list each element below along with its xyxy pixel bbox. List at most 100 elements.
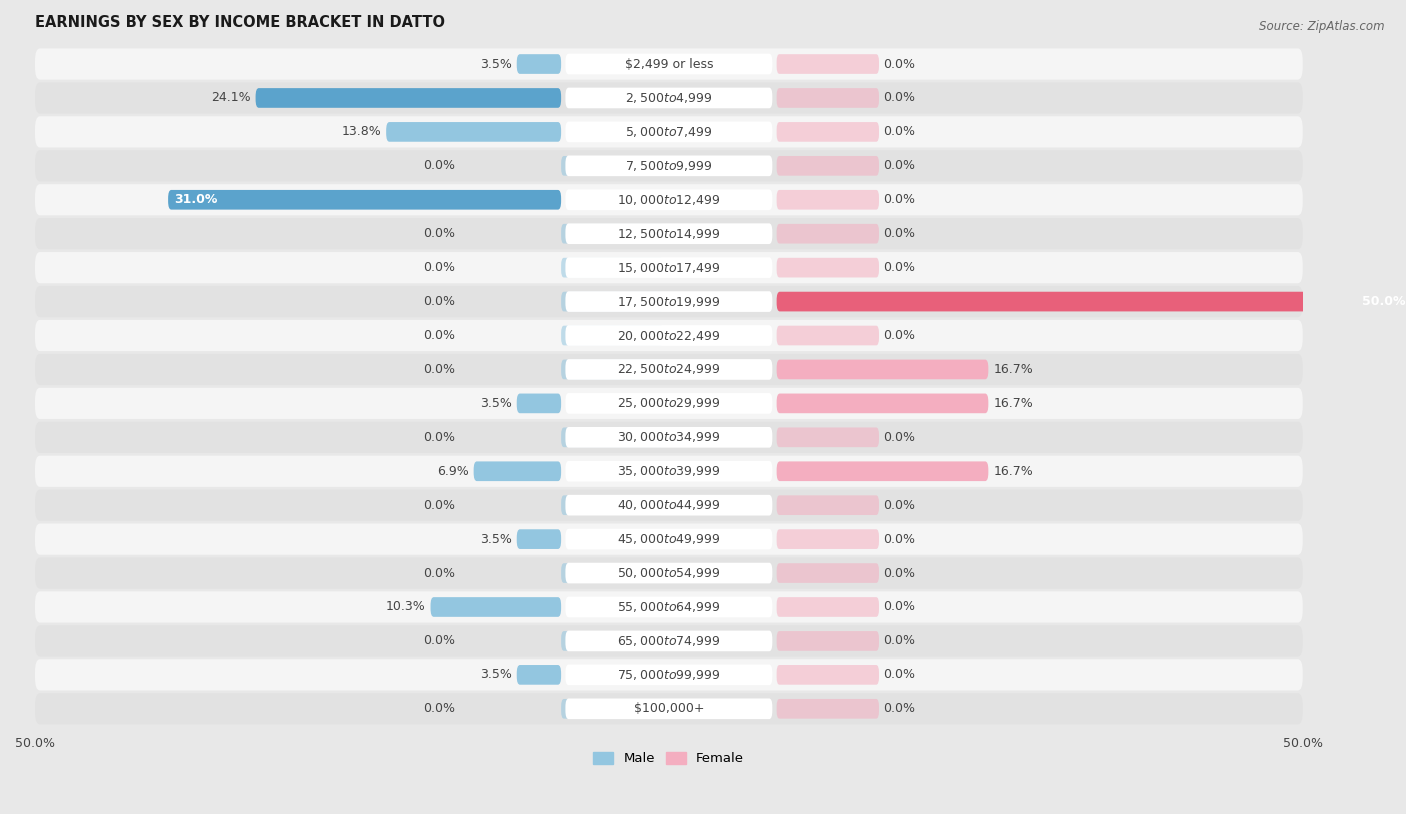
FancyBboxPatch shape (561, 631, 664, 650)
Text: $25,000 to $29,999: $25,000 to $29,999 (617, 396, 720, 410)
FancyBboxPatch shape (565, 88, 772, 108)
FancyBboxPatch shape (35, 659, 1303, 690)
Text: 0.0%: 0.0% (423, 227, 456, 240)
FancyBboxPatch shape (565, 461, 772, 482)
Text: 24.1%: 24.1% (211, 91, 250, 104)
FancyBboxPatch shape (169, 190, 561, 210)
FancyBboxPatch shape (561, 496, 664, 515)
FancyBboxPatch shape (561, 291, 664, 312)
Text: $22,500 to $24,999: $22,500 to $24,999 (617, 362, 721, 376)
FancyBboxPatch shape (776, 699, 879, 719)
FancyBboxPatch shape (35, 184, 1303, 216)
FancyBboxPatch shape (776, 597, 879, 617)
Text: 0.0%: 0.0% (883, 261, 915, 274)
Text: 31.0%: 31.0% (174, 193, 218, 206)
Text: 0.0%: 0.0% (883, 125, 915, 138)
FancyBboxPatch shape (35, 252, 1303, 283)
FancyBboxPatch shape (517, 665, 561, 685)
FancyBboxPatch shape (565, 597, 772, 617)
Text: $45,000 to $49,999: $45,000 to $49,999 (617, 532, 721, 546)
Text: 0.0%: 0.0% (883, 431, 915, 444)
FancyBboxPatch shape (35, 558, 1303, 589)
FancyBboxPatch shape (561, 156, 664, 176)
Text: $15,000 to $17,499: $15,000 to $17,499 (617, 260, 721, 274)
FancyBboxPatch shape (565, 562, 772, 584)
FancyBboxPatch shape (561, 258, 664, 278)
Text: 0.0%: 0.0% (883, 91, 915, 104)
FancyBboxPatch shape (565, 190, 772, 210)
Text: 0.0%: 0.0% (883, 668, 915, 681)
Text: 0.0%: 0.0% (423, 160, 456, 173)
Text: 16.7%: 16.7% (994, 363, 1033, 376)
FancyBboxPatch shape (776, 496, 879, 515)
FancyBboxPatch shape (561, 563, 664, 583)
Text: $2,500 to $4,999: $2,500 to $4,999 (626, 91, 713, 105)
Text: 0.0%: 0.0% (883, 193, 915, 206)
FancyBboxPatch shape (565, 664, 772, 685)
Text: 0.0%: 0.0% (883, 329, 915, 342)
Text: 0.0%: 0.0% (883, 702, 915, 716)
FancyBboxPatch shape (565, 359, 772, 380)
FancyBboxPatch shape (35, 151, 1303, 182)
FancyBboxPatch shape (517, 393, 561, 414)
FancyBboxPatch shape (561, 699, 664, 719)
Text: 0.0%: 0.0% (883, 634, 915, 647)
Text: 0.0%: 0.0% (883, 567, 915, 580)
FancyBboxPatch shape (776, 393, 988, 414)
FancyBboxPatch shape (35, 456, 1303, 487)
FancyBboxPatch shape (565, 155, 772, 176)
FancyBboxPatch shape (776, 224, 879, 243)
Text: 50.0%: 50.0% (1362, 295, 1406, 308)
Text: $65,000 to $74,999: $65,000 to $74,999 (617, 634, 721, 648)
FancyBboxPatch shape (565, 631, 772, 651)
FancyBboxPatch shape (565, 223, 772, 244)
FancyBboxPatch shape (517, 55, 561, 74)
FancyBboxPatch shape (35, 218, 1303, 249)
Text: 0.0%: 0.0% (423, 431, 456, 444)
FancyBboxPatch shape (35, 320, 1303, 351)
FancyBboxPatch shape (35, 523, 1303, 554)
FancyBboxPatch shape (35, 489, 1303, 521)
FancyBboxPatch shape (565, 529, 772, 549)
Text: 0.0%: 0.0% (423, 567, 456, 580)
FancyBboxPatch shape (565, 698, 772, 719)
Text: $75,000 to $99,999: $75,000 to $99,999 (617, 667, 721, 682)
FancyBboxPatch shape (561, 326, 664, 345)
FancyBboxPatch shape (776, 665, 879, 685)
FancyBboxPatch shape (565, 427, 772, 448)
Text: 0.0%: 0.0% (423, 634, 456, 647)
Text: 0.0%: 0.0% (423, 329, 456, 342)
Text: $17,500 to $19,999: $17,500 to $19,999 (617, 295, 721, 309)
Text: 0.0%: 0.0% (423, 261, 456, 274)
Text: $7,500 to $9,999: $7,500 to $9,999 (626, 159, 713, 173)
FancyBboxPatch shape (387, 122, 561, 142)
FancyBboxPatch shape (561, 427, 664, 447)
Text: 0.0%: 0.0% (883, 58, 915, 71)
Text: 0.0%: 0.0% (883, 532, 915, 545)
Text: 0.0%: 0.0% (883, 499, 915, 512)
FancyBboxPatch shape (565, 257, 772, 278)
Legend: Male, Female: Male, Female (588, 746, 749, 771)
Text: $12,500 to $14,999: $12,500 to $14,999 (617, 227, 721, 241)
FancyBboxPatch shape (776, 88, 879, 107)
FancyBboxPatch shape (776, 529, 879, 549)
Text: 0.0%: 0.0% (883, 601, 915, 614)
Text: 0.0%: 0.0% (423, 295, 456, 308)
FancyBboxPatch shape (776, 122, 879, 142)
FancyBboxPatch shape (561, 224, 664, 243)
FancyBboxPatch shape (776, 631, 879, 650)
FancyBboxPatch shape (565, 121, 772, 142)
Text: 16.7%: 16.7% (994, 397, 1033, 410)
Text: 6.9%: 6.9% (437, 465, 468, 478)
FancyBboxPatch shape (35, 286, 1303, 317)
FancyBboxPatch shape (35, 422, 1303, 453)
Text: $30,000 to $34,999: $30,000 to $34,999 (617, 431, 721, 444)
FancyBboxPatch shape (35, 116, 1303, 147)
Text: 13.8%: 13.8% (342, 125, 381, 138)
FancyBboxPatch shape (35, 387, 1303, 419)
Text: $55,000 to $64,999: $55,000 to $64,999 (617, 600, 721, 614)
Text: 3.5%: 3.5% (479, 58, 512, 71)
FancyBboxPatch shape (776, 427, 879, 447)
FancyBboxPatch shape (565, 291, 772, 312)
FancyBboxPatch shape (474, 462, 561, 481)
